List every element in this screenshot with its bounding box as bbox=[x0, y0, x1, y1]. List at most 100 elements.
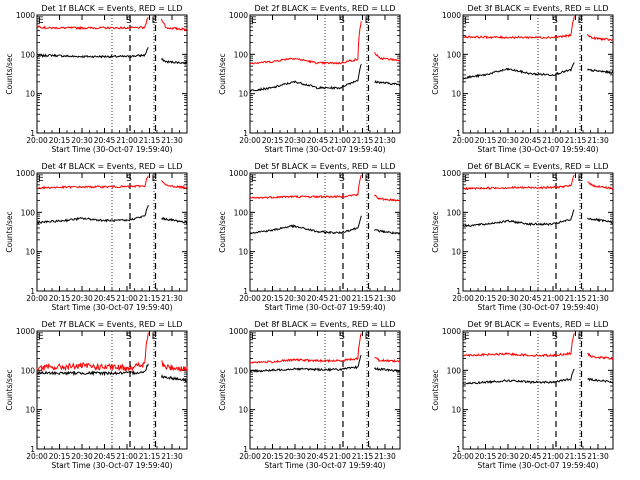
panel-det-2: Det 2f BLACK = Events, RED = LLD 1 10 100 10… bbox=[218, 4, 401, 154]
series-line-events-post bbox=[374, 79, 401, 87]
event-marker-label: E bbox=[251, 174, 257, 184]
series-line-events-post bbox=[587, 217, 614, 224]
panel-title: Det 9f BLACK = Events, RED = LLD bbox=[467, 320, 608, 329]
x-tick-label: 21:30 bbox=[161, 294, 183, 303]
panel-det-7: Det 7f BLACK = Events, RED = LLD 1 10 100 10… bbox=[5, 320, 188, 470]
series-line-lld-post bbox=[587, 33, 614, 42]
event-marker-label: S bbox=[552, 332, 558, 342]
y-tick-label: 100 bbox=[21, 366, 36, 375]
x-tick-label: 20:45 bbox=[94, 294, 116, 303]
series-line-lld-post bbox=[161, 18, 188, 32]
x-tick-label: 21:00 bbox=[542, 452, 564, 461]
x-tick-label: 20:15 bbox=[262, 452, 284, 461]
event-marker-label: E bbox=[578, 16, 584, 26]
y-axis-label: Counts/sec bbox=[431, 369, 440, 410]
x-axis-label: Start Time (30-Oct-07 19:59:40) bbox=[477, 303, 598, 312]
series-line-events-pre bbox=[249, 354, 362, 373]
panel-title: Det 8f BLACK = Events, RED = LLD bbox=[254, 320, 395, 329]
plot-frame bbox=[462, 330, 614, 450]
x-tick-label: 20:45 bbox=[307, 452, 329, 461]
y-tick-label: 1000 bbox=[16, 11, 35, 20]
x-tick-label: 20:00 bbox=[26, 452, 48, 461]
x-tick-label: 20:15 bbox=[262, 294, 284, 303]
y-tick-label: 1 bbox=[30, 287, 35, 296]
event-marker-label: E bbox=[152, 174, 158, 184]
series-line-events-post bbox=[374, 229, 401, 235]
event-marker-label: E bbox=[38, 332, 44, 342]
x-axis-label: Start Time (30-Oct-07 19:59:40) bbox=[51, 461, 172, 470]
series-line-events-pre bbox=[36, 204, 149, 225]
y-tick-label: 1 bbox=[30, 129, 35, 138]
x-tick-label: 20:00 bbox=[452, 452, 474, 461]
panel-det-8: Det 8f BLACK = Events, RED = LLD 1 10 100 10… bbox=[218, 320, 401, 470]
x-tick-label: 20:30 bbox=[284, 294, 306, 303]
series-line-lld-pre bbox=[249, 333, 362, 364]
x-axis-label: Start Time (30-Oct-07 19:59:40) bbox=[264, 303, 385, 312]
y-tick-label: 10 bbox=[451, 406, 461, 415]
y-tick-label: 1 bbox=[456, 129, 461, 138]
y-tick-label: 1000 bbox=[16, 169, 35, 178]
x-tick-label: 20:15 bbox=[49, 136, 71, 145]
x-axis-label: Start Time (30-Oct-07 19:59:40) bbox=[264, 145, 385, 154]
y-tick-label: 1000 bbox=[229, 327, 248, 336]
y-tick-label: 10 bbox=[238, 406, 248, 415]
x-tick-label: 21:15 bbox=[565, 294, 587, 303]
x-tick-label: 20:15 bbox=[262, 136, 284, 145]
x-tick-label: 21:00 bbox=[329, 452, 351, 461]
series-line-events-pre bbox=[249, 64, 362, 93]
x-axis-label: Start Time (30-Oct-07 19:59:40) bbox=[51, 145, 172, 154]
y-axis-label: Counts/sec bbox=[218, 369, 227, 410]
plot-frame bbox=[36, 172, 188, 292]
y-tick-label: 1 bbox=[30, 445, 35, 454]
series-line-events-post bbox=[161, 58, 188, 65]
x-tick-label: 21:00 bbox=[116, 294, 138, 303]
x-tick-label: 21:15 bbox=[352, 136, 374, 145]
x-tick-label: 20:15 bbox=[475, 452, 497, 461]
y-tick-label: 100 bbox=[21, 50, 36, 59]
event-marker-label: S bbox=[339, 16, 345, 26]
event-marker-label: S bbox=[339, 174, 345, 184]
x-tick-label: 20:30 bbox=[497, 452, 519, 461]
x-tick-label: 20:15 bbox=[49, 452, 71, 461]
event-marker-label: E bbox=[464, 174, 470, 184]
x-tick-label: 20:30 bbox=[497, 136, 519, 145]
x-tick-label: 20:45 bbox=[307, 136, 329, 145]
event-marker-label: S bbox=[339, 332, 345, 342]
plot-frame bbox=[249, 14, 401, 134]
y-axis-label: Counts/sec bbox=[5, 369, 14, 410]
x-tick-label: 20:30 bbox=[284, 452, 306, 461]
series-line-events-post bbox=[161, 217, 188, 225]
x-tick-label: 21:30 bbox=[161, 452, 183, 461]
x-tick-label: 21:15 bbox=[139, 452, 161, 461]
x-tick-label: 20:00 bbox=[26, 294, 48, 303]
y-tick-label: 1000 bbox=[442, 169, 461, 178]
x-tick-label: 21:15 bbox=[139, 136, 161, 145]
series-line-lld-pre bbox=[36, 332, 149, 372]
y-tick-label: 100 bbox=[234, 366, 249, 375]
event-marker-label: E bbox=[365, 16, 371, 26]
series-line-lld-post bbox=[374, 357, 401, 363]
panel-title: Det 7f BLACK = Events, RED = LLD bbox=[41, 320, 182, 329]
x-tick-label: 20:15 bbox=[475, 294, 497, 303]
series-line-events-post bbox=[161, 374, 188, 383]
x-axis-label: Start Time (30-Oct-07 19:59:40) bbox=[477, 145, 598, 154]
x-tick-label: 21:30 bbox=[374, 136, 396, 145]
series-line-lld-pre bbox=[36, 17, 149, 31]
event-marker-label: E bbox=[38, 16, 44, 26]
y-tick-label: 1000 bbox=[229, 169, 248, 178]
y-tick-label: 1 bbox=[243, 287, 248, 296]
x-tick-label: 20:00 bbox=[239, 294, 261, 303]
event-marker-label: S bbox=[552, 16, 558, 26]
series-line-events-pre bbox=[249, 215, 362, 235]
y-axis-label: Counts/sec bbox=[218, 53, 227, 94]
y-tick-label: 10 bbox=[451, 248, 461, 257]
x-axis-label: Start Time (30-Oct-07 19:59:40) bbox=[477, 461, 598, 470]
y-tick-label: 100 bbox=[234, 50, 249, 59]
panel-det-3: Det 3f BLACK = Events, RED = LLD 1 10 100 10… bbox=[431, 4, 614, 154]
y-axis-label: Counts/sec bbox=[431, 53, 440, 94]
y-axis-label: Counts/sec bbox=[218, 211, 227, 252]
series-line-events-post bbox=[374, 366, 401, 373]
series-line-lld-post bbox=[161, 360, 188, 372]
x-tick-label: 21:30 bbox=[587, 452, 609, 461]
event-marker-label: E bbox=[38, 174, 44, 184]
